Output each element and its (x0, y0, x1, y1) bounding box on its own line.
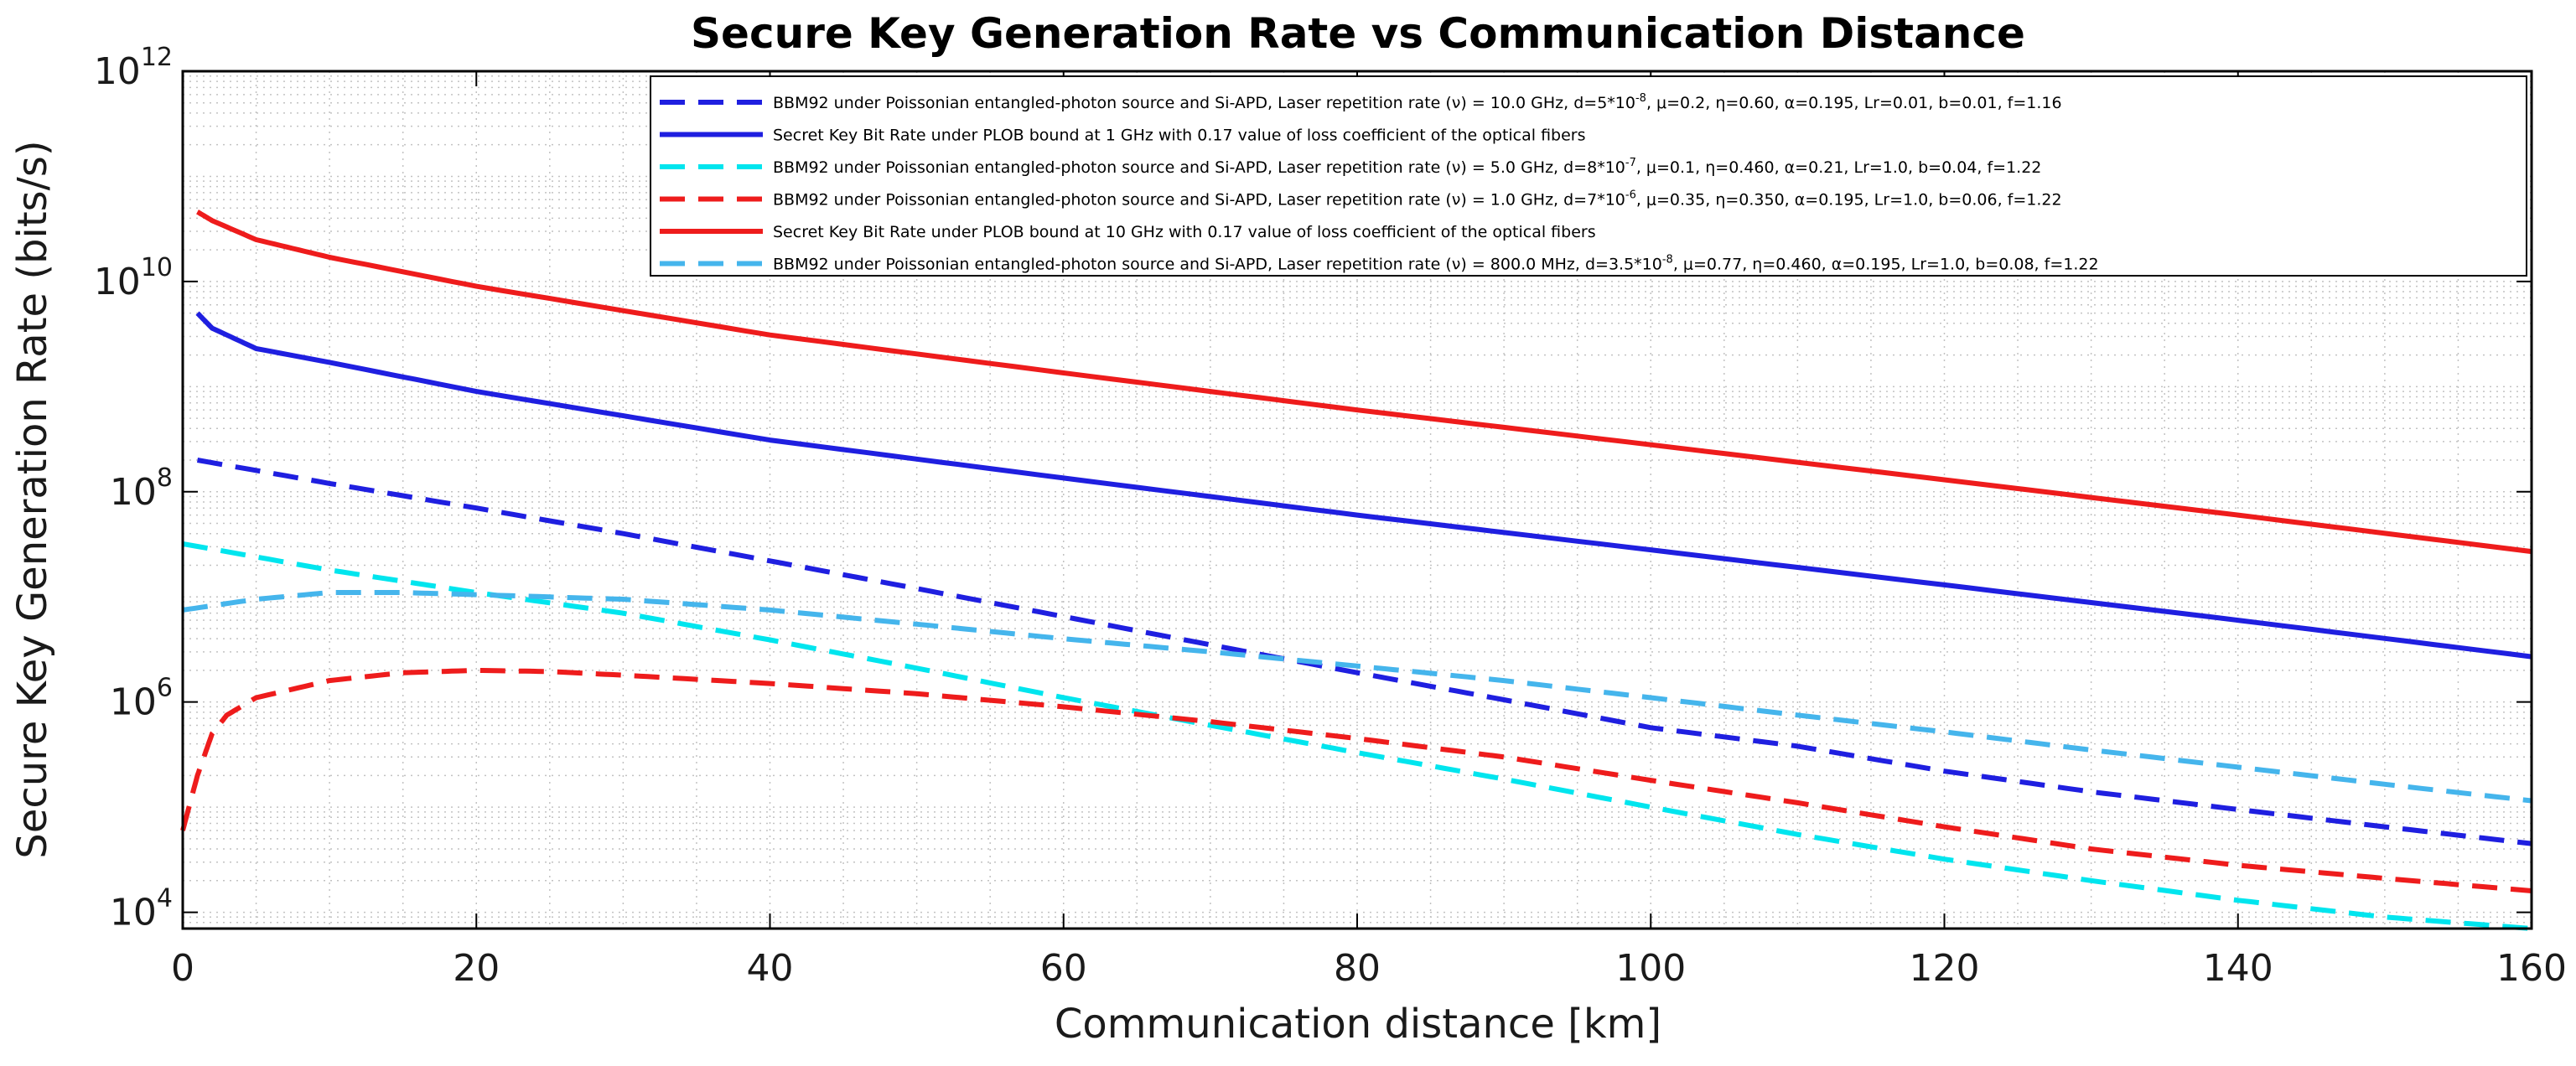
chart-title: Secure Key Generation Rate vs Communicat… (691, 9, 2025, 58)
legend-label-4: BBM92 under Poissonian entangled-photon … (773, 189, 2062, 210)
y-tick-label: 106 (110, 674, 173, 724)
x-axis-label: Communication distance [km] (1055, 1001, 1661, 1048)
legend-label-3: BBM92 under Poissonian entangled-photon … (773, 157, 2041, 177)
legend-label-5: Secret Key Bit Rate under PLOB bound at … (773, 223, 1596, 241)
series-line-5 (196, 210, 2532, 555)
x-tick-label: 160 (2496, 947, 2567, 990)
legend-items: BBM92 under Poissonian entangled-photon … (660, 92, 2099, 274)
legend: BBM92 under Poissonian entangled-photon … (650, 75, 2527, 277)
y-tick-label: 108 (110, 463, 173, 514)
y-axis-label: Secure Key Generation Rate (bits/s) (9, 140, 56, 858)
x-tick-label: 0 (171, 947, 194, 990)
axis-ticks (182, 70, 2532, 929)
x-tick-label: 40 (747, 947, 794, 990)
y-tick-label: 1012 (94, 43, 173, 93)
y-tick-labels: 104 106 108 1010 1012 (94, 43, 173, 934)
legend-label-6: BBM92 under Poissonian entangled-photon … (773, 254, 2099, 274)
x-tick-label: 80 (1334, 947, 1381, 990)
y-tick-label: 1010 (94, 253, 173, 303)
legend-label-1: BBM92 under Poissonian entangled-photon … (773, 92, 2062, 112)
series-line-1 (196, 458, 2532, 846)
y-tick-label: 104 (110, 884, 173, 934)
x-tick-label: 140 (2203, 947, 2273, 990)
series-layer (180, 210, 2532, 931)
x-tick-label: 120 (1910, 947, 1980, 990)
series-line-4 (180, 667, 2532, 893)
legend-box (650, 75, 2527, 277)
legend-label-2: Secret Key Bit Rate under PLOB bound at … (773, 127, 1586, 145)
x-tick-label: 100 (1615, 947, 1686, 990)
x-tick-label: 60 (1040, 947, 1087, 990)
x-tick-label: 20 (453, 947, 500, 990)
series-line-2 (195, 311, 2532, 660)
x-tick-labels: 0 20 40 60 80 100 120 140 160 (171, 947, 2567, 990)
series-line-3 (182, 541, 2532, 931)
